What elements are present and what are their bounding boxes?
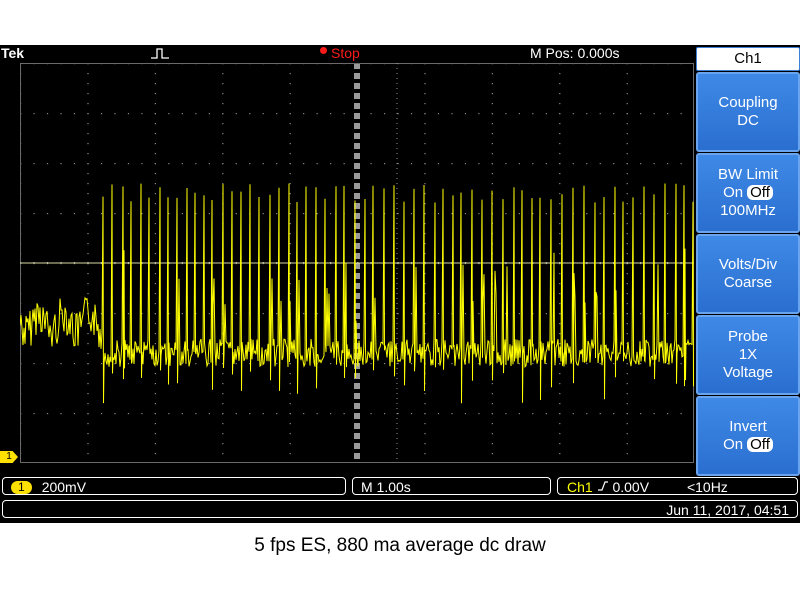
- bw-limit-off-selected: Off: [747, 185, 773, 200]
- volts-div-label: Volts/Div: [718, 256, 778, 273]
- stop-indicator-icon: [320, 46, 327, 54]
- trigger-frequency: <10Hz: [686, 479, 728, 495]
- probe-label: Probe: [727, 328, 769, 345]
- trigger-source: Ch1: [567, 479, 593, 495]
- horizontal-position: M Pos: 0.000s: [530, 45, 620, 61]
- date-time: Jun 11, 2017, 04:51: [666, 502, 789, 518]
- time-per-div: M 1.00s: [361, 479, 411, 495]
- graticule: [20, 63, 694, 463]
- ch1-scale-readout[interactable]: 1 200mV: [2, 477, 346, 495]
- invert-button[interactable]: Invert On Off: [696, 396, 800, 476]
- ch1-badge: 1: [11, 480, 32, 494]
- timebase-readout[interactable]: M 1.00s: [352, 477, 551, 495]
- ch1-waveform-trace: [20, 183, 694, 404]
- acquisition-status-label: Stop: [331, 45, 360, 61]
- volts-div-mode: Coarse: [723, 274, 773, 291]
- caption: 5 fps ES, 880 ma average dc draw: [254, 535, 546, 556]
- trigger-pulse-icon: [150, 46, 170, 63]
- bw-limit-on: On: [723, 184, 744, 201]
- trigger-readout[interactable]: Ch1 0.00V <10Hz: [557, 477, 798, 495]
- ch1-side-menu: Ch1 Coupling DC BW Limit On Off 100MHz Vo…: [694, 47, 800, 476]
- volts-div-button[interactable]: Volts/Div Coarse: [696, 234, 800, 314]
- acquisition-status: Stop: [320, 45, 360, 61]
- coupling-label: Coupling: [718, 94, 778, 111]
- oscilloscope-screen: Tek Stop M Pos: 0.000s 1 Ch1 Coupling DC…: [0, 45, 800, 523]
- waveform-display: [20, 63, 694, 463]
- invert-label: Invert: [729, 418, 767, 435]
- trigger-level: 0.00V: [612, 479, 650, 495]
- probe-button[interactable]: Probe 1X Voltage: [696, 315, 800, 395]
- ch1-ground-marker[interactable]: 1: [0, 451, 18, 463]
- probe-attenuation: 1X: [738, 346, 758, 363]
- coupling-value: DC: [737, 112, 759, 129]
- coupling-button[interactable]: Coupling DC: [696, 72, 800, 152]
- date-time-bar: Jun 11, 2017, 04:51: [2, 500, 798, 518]
- rising-edge-icon: [597, 479, 609, 495]
- probe-type: Voltage: [722, 364, 774, 381]
- bw-limit-frequency: 100MHz: [720, 202, 776, 219]
- invert-off-selected: Off: [747, 437, 773, 452]
- status-bar: Tek Stop M Pos: 0.000s: [0, 45, 694, 62]
- bw-limit-label: BW Limit: [718, 166, 778, 183]
- bw-limit-button[interactable]: BW Limit On Off 100MHz: [696, 153, 800, 233]
- brand-logo: Tek: [1, 45, 25, 61]
- volts-per-div: 200mV: [41, 479, 87, 495]
- side-menu-title: Ch1: [696, 47, 800, 71]
- invert-on: On: [723, 436, 744, 453]
